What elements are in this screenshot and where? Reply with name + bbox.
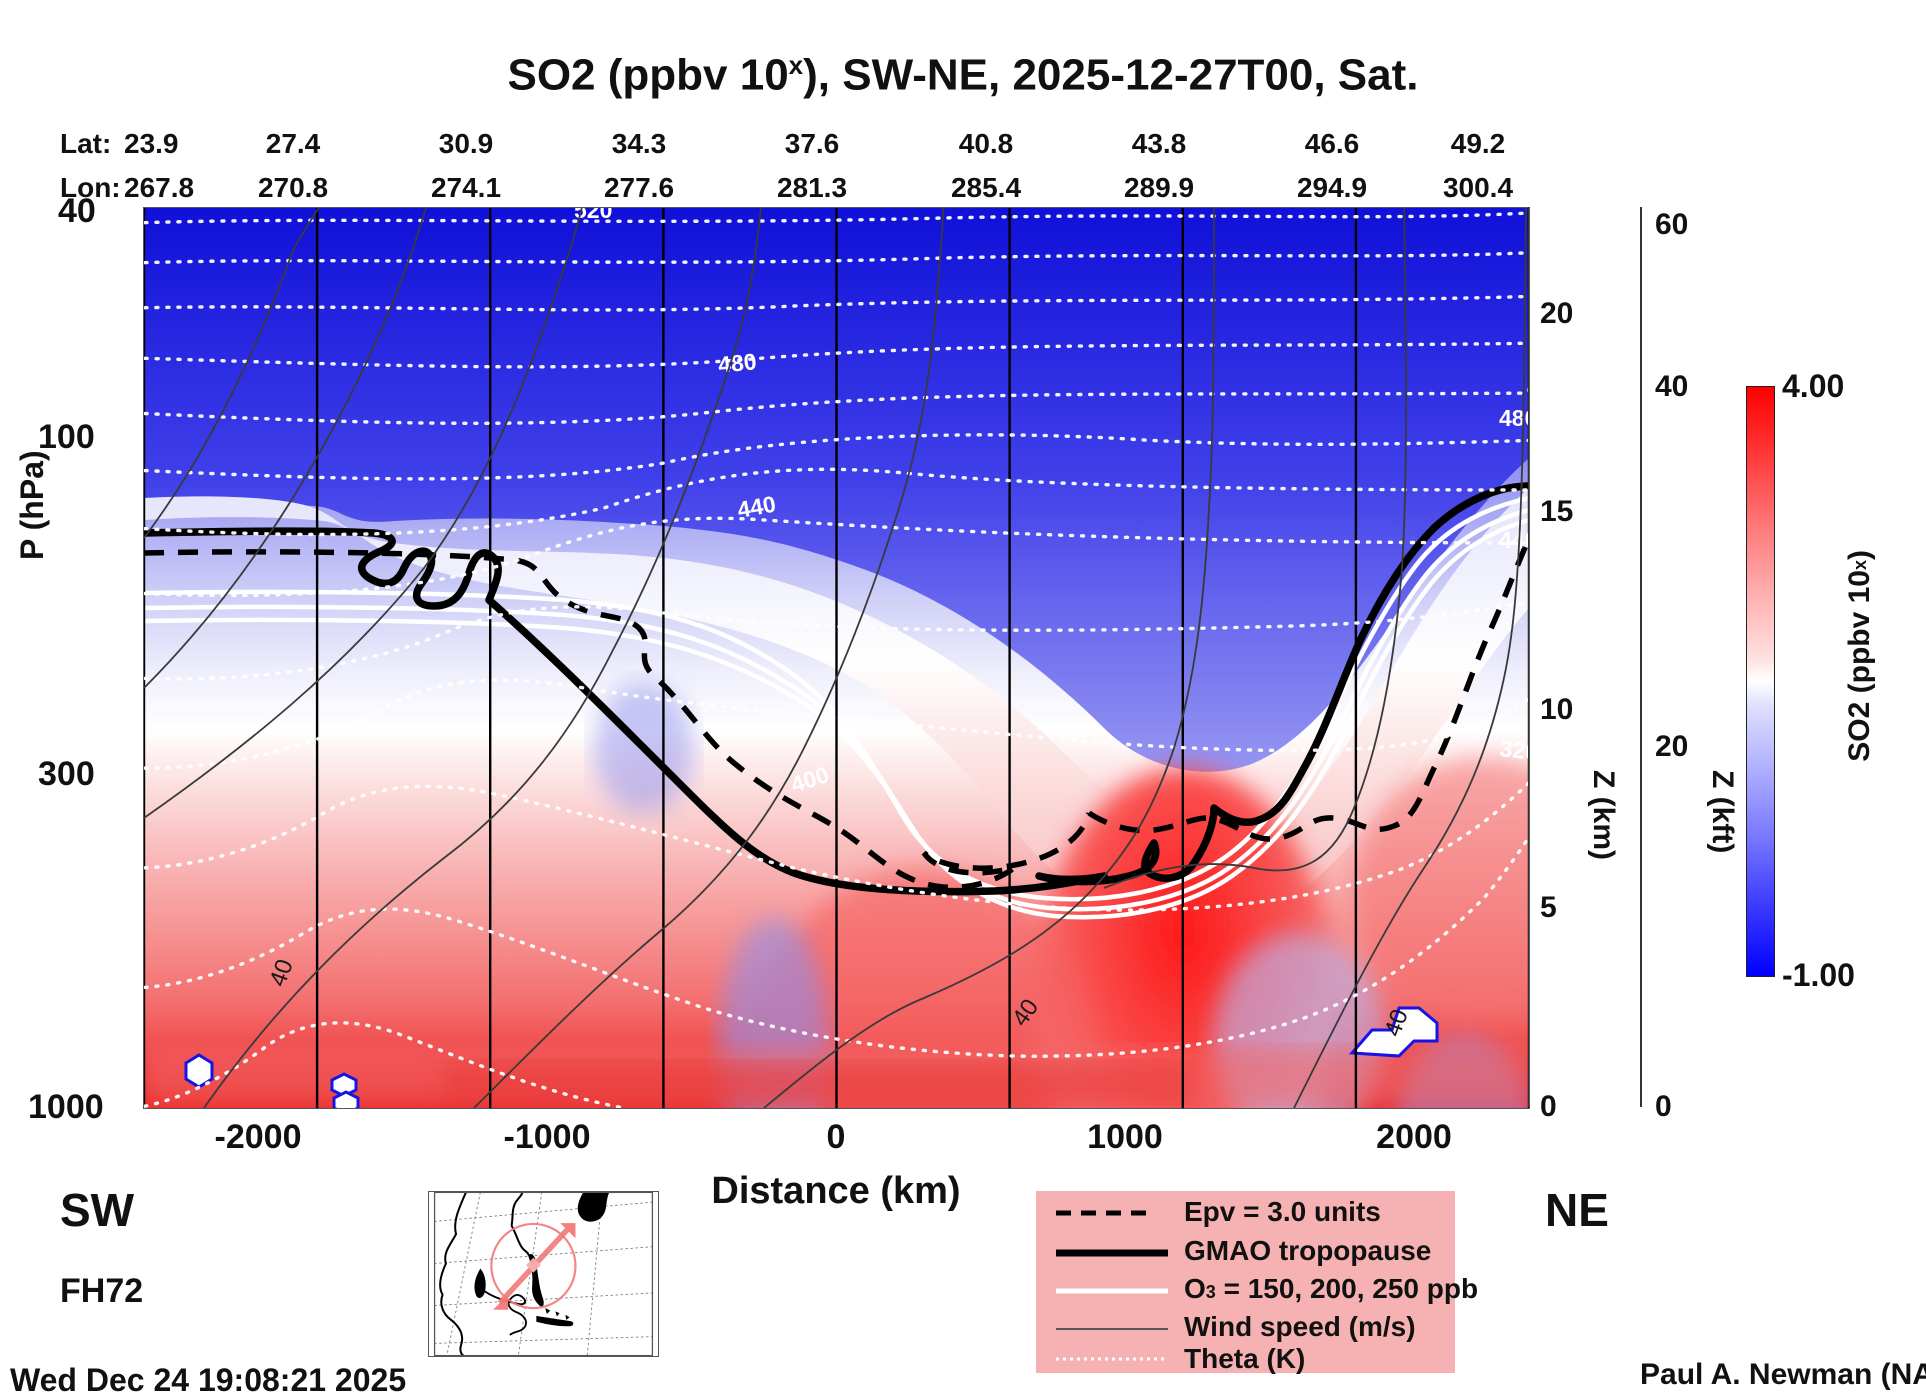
svg-text:480: 480 — [717, 348, 758, 378]
svg-text:440: 440 — [1499, 527, 1529, 553]
svg-text:320: 320 — [1498, 735, 1529, 765]
svg-text:40: 40 — [1379, 1006, 1414, 1040]
svg-text:40: 40 — [1007, 994, 1044, 1031]
svg-text:440: 440 — [735, 491, 777, 523]
svg-text:480: 480 — [1499, 405, 1529, 431]
svg-text:40: 40 — [264, 956, 299, 990]
